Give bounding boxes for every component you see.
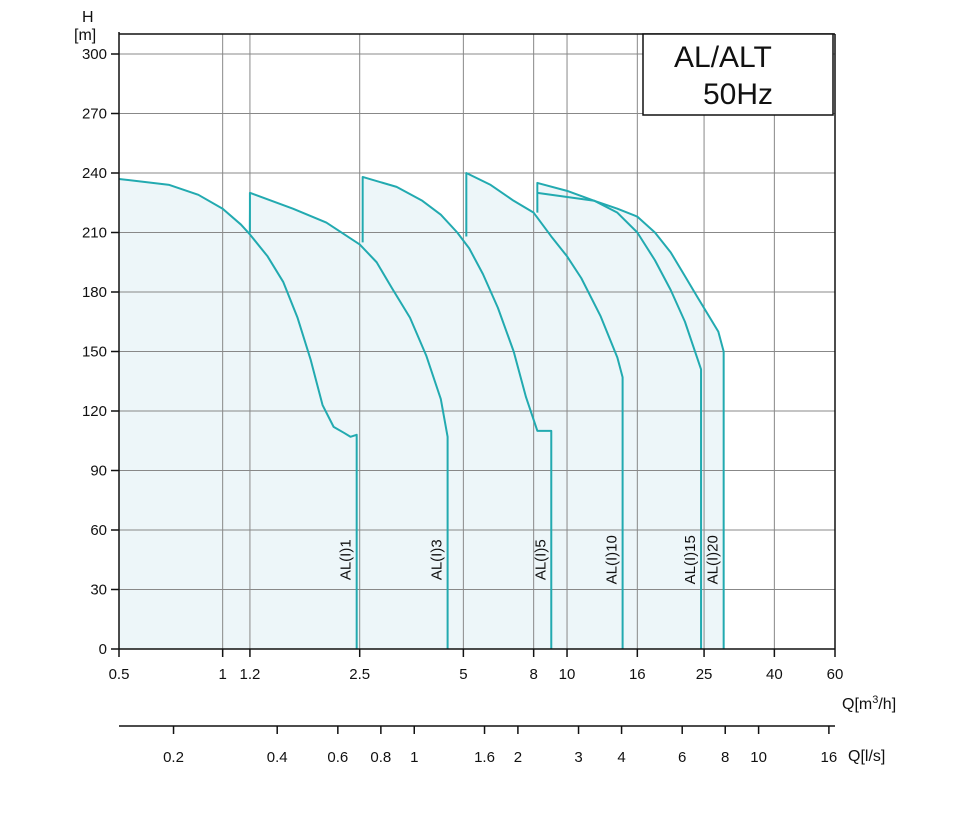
series-label: AL(I)15 <box>682 535 699 584</box>
x-axis-label: Q[m3/h] <box>842 694 896 713</box>
y-tick-label: 210 <box>82 225 107 242</box>
x2-tick-label: 2 <box>514 749 522 766</box>
x2-tick-label: 8 <box>721 749 729 766</box>
x2-tick-label: 6 <box>678 749 686 766</box>
y-axis-label-h: H <box>82 9 94 26</box>
y-tick-label: 270 <box>82 106 107 123</box>
curve-al-i-1 <box>118 177 358 649</box>
x-tick-label: 10 <box>559 666 576 683</box>
chart-title: AL/ALT <box>674 41 772 74</box>
x-tick-label: 0.5 <box>109 666 130 683</box>
x2-tick-label: 16 <box>821 749 838 766</box>
x-tick-label: 25 <box>696 666 713 683</box>
series-label: AL(I)20 <box>705 535 722 584</box>
x-tick-label: 40 <box>766 666 783 683</box>
curve-al-i-10 <box>465 172 624 649</box>
y-tick-label: 300 <box>82 46 107 63</box>
x-tick-label: 1.2 <box>240 666 261 683</box>
series-label: AL(I)1 <box>338 539 355 580</box>
y-tick-label: 60 <box>90 522 107 539</box>
curve-al-i-5 <box>361 175 553 649</box>
y-tick-label: 240 <box>82 165 107 182</box>
y-tick-label: 150 <box>82 344 107 361</box>
series-label: AL(I)10 <box>604 535 621 584</box>
x2-tick-label: 0.6 <box>327 749 348 766</box>
x-tick-label: 2.5 <box>349 666 370 683</box>
x2-tick-label: 10 <box>750 749 767 766</box>
x-tick-label: 1 <box>218 666 226 683</box>
x2-tick-label: 1.6 <box>474 749 495 766</box>
x2-tick-label: 1 <box>410 749 418 766</box>
title-box: AL/ALT 50Hz <box>642 33 834 116</box>
y-tick-label: 30 <box>90 582 107 599</box>
performance-curves <box>118 172 725 649</box>
x2-tick-label: 0.4 <box>267 749 288 766</box>
x2-tick-label: 0.8 <box>370 749 391 766</box>
curve-al-i-20 <box>537 191 725 649</box>
x2-tick-label: 4 <box>617 749 625 766</box>
x-tick-label: 60 <box>827 666 844 683</box>
y-tick-label: 120 <box>82 403 107 420</box>
series-label: AL(I)3 <box>429 539 446 580</box>
x-tick-label: 5 <box>459 666 467 683</box>
x-axis-2-label: Q[l/s] <box>848 748 885 765</box>
x-tick-label: 16 <box>629 666 646 683</box>
x2-tick-label: 3 <box>574 749 582 766</box>
grid <box>119 34 836 649</box>
y-tick-label: 90 <box>90 463 107 480</box>
curve-al-i-15 <box>536 181 703 649</box>
y-axis-unit: [m] <box>74 27 96 44</box>
chart-subtitle: 50Hz <box>703 78 773 111</box>
y-tick-label: 0 <box>99 641 107 658</box>
curve-labels: AL(I)1 AL(I)3 AL(I)5 AL(I)10 AL(I)15 AL(I)20 <box>338 535 722 584</box>
y-tick-label: 180 <box>82 284 107 301</box>
curve-al-i-3 <box>248 191 449 649</box>
series-label: AL(I)5 <box>532 539 549 580</box>
x-tick-label: 8 <box>529 666 537 683</box>
x2-tick-label: 0.2 <box>163 749 184 766</box>
